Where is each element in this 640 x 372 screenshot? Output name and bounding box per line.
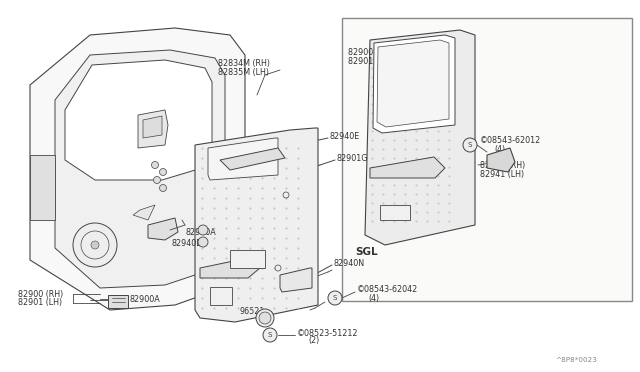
Circle shape [198,237,208,247]
Polygon shape [220,148,285,170]
Polygon shape [108,295,128,308]
Bar [342,18,632,301]
Text: 82901G: 82901G [337,154,369,163]
Polygon shape [143,116,162,138]
Text: 82940 (RH): 82940 (RH) [480,160,525,170]
Circle shape [159,169,166,176]
Circle shape [73,223,117,267]
Polygon shape [487,148,515,172]
Text: SGL: SGL [355,247,378,257]
Text: (2): (2) [308,337,319,346]
Text: 82901 (LH): 82901 (LH) [18,298,62,308]
Text: (4): (4) [494,144,505,154]
Circle shape [154,176,161,183]
Polygon shape [133,205,155,220]
Text: 82940A: 82940A [186,228,217,237]
Text: 82900 (RH): 82900 (RH) [348,48,393,57]
Text: ©08543-62012: ©08543-62012 [480,135,541,144]
Circle shape [198,225,208,235]
Polygon shape [365,30,475,245]
Text: 82900A: 82900A [130,295,161,305]
Bar [230,250,265,268]
Circle shape [256,309,274,327]
Text: ©08523-51212: ©08523-51212 [297,328,358,337]
Text: 82941 (LH): 82941 (LH) [480,170,524,179]
Polygon shape [148,218,178,240]
Text: 82834M (RH): 82834M (RH) [218,58,270,67]
Circle shape [463,138,477,152]
Polygon shape [200,258,260,278]
Text: S: S [468,142,472,148]
Circle shape [263,328,277,342]
Text: 82940N: 82940N [334,259,365,267]
Text: S: S [333,295,337,301]
Text: (4): (4) [368,295,379,304]
Text: S: S [268,332,272,338]
Polygon shape [195,128,318,322]
Polygon shape [55,50,225,288]
Text: 82901 (LH): 82901 (LH) [348,57,392,65]
Polygon shape [30,28,245,310]
Text: 82940E: 82940E [330,131,360,141]
Circle shape [91,241,99,249]
Polygon shape [377,40,449,127]
Text: 82835M (LH): 82835M (LH) [218,67,269,77]
Circle shape [328,291,342,305]
Polygon shape [65,60,212,180]
Text: 96521: 96521 [240,308,266,317]
Circle shape [259,312,271,324]
Polygon shape [370,157,445,178]
Circle shape [159,185,166,192]
Polygon shape [138,110,168,148]
Text: ©08543-62042: ©08543-62042 [357,285,419,295]
Text: 82900 (RH): 82900 (RH) [18,289,63,298]
Text: 82940D: 82940D [172,238,204,247]
Polygon shape [280,268,312,292]
Text: ^8P8*0023: ^8P8*0023 [555,357,597,363]
Polygon shape [208,138,278,180]
Bar [380,205,410,220]
Circle shape [152,161,159,169]
Bar [210,287,232,305]
Polygon shape [30,155,55,220]
Polygon shape [373,35,455,133]
